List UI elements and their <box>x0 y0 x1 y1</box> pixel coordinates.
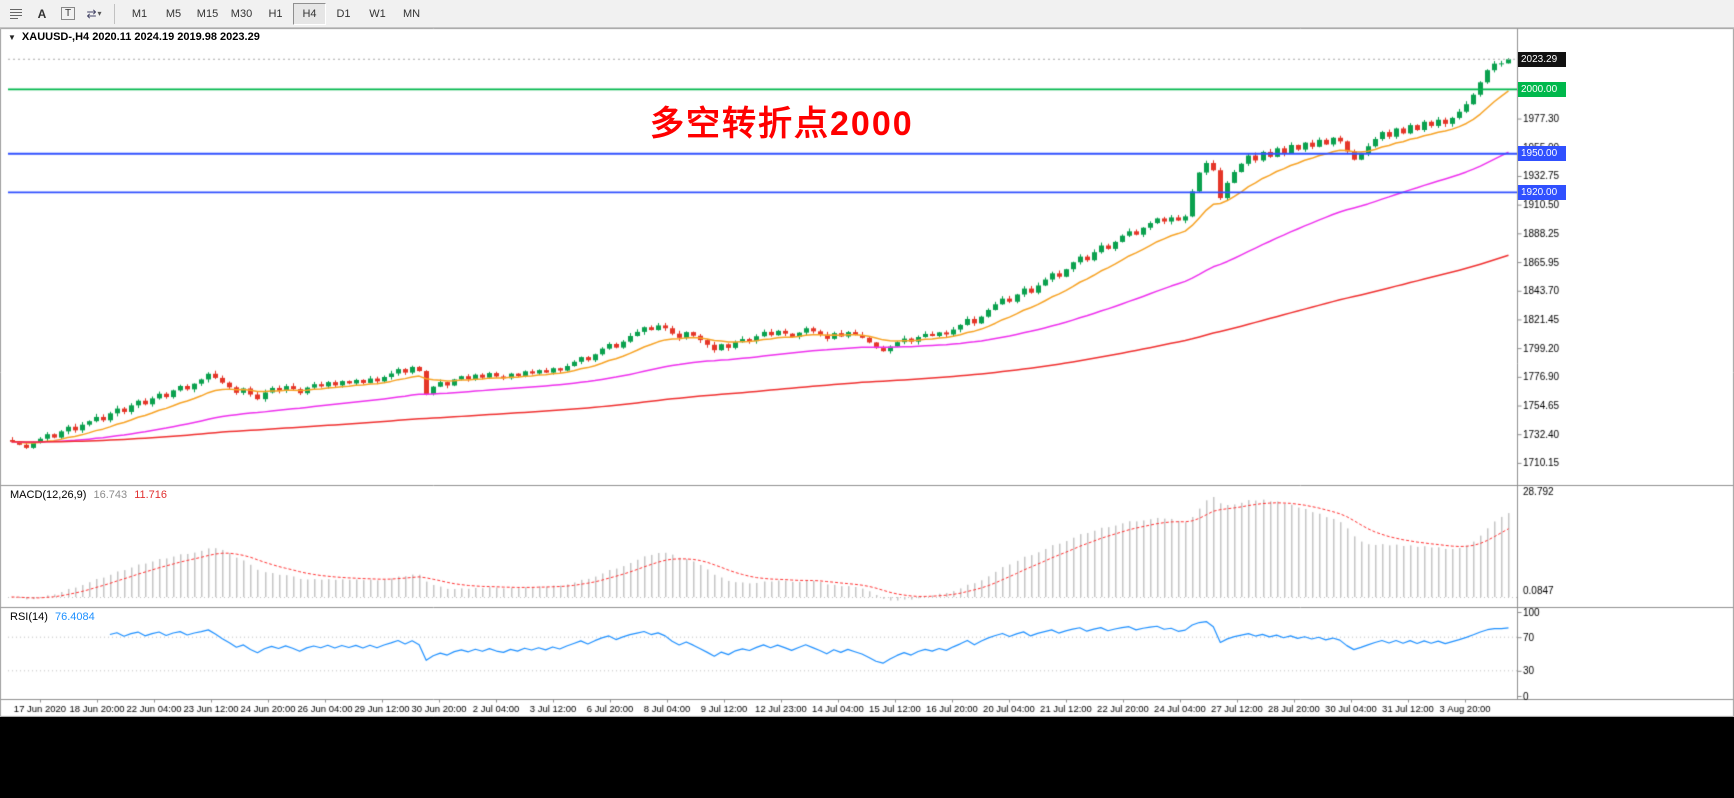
bottom-black-bar <box>0 717 1734 798</box>
macd-main-value: 16.743 <box>93 489 128 501</box>
rsi-value: 76.4084 <box>54 611 95 623</box>
grid-lines-icon <box>10 9 22 19</box>
timeframe-button-MN[interactable]: MN <box>402 7 421 20</box>
letter-a-label: A <box>37 6 47 21</box>
timeframe-button-M5[interactable]: M5 <box>165 7 182 20</box>
timeframe-button-M1[interactable]: M1 <box>131 7 148 20</box>
cycle-arrows-icon: ⇄ <box>86 6 97 21</box>
timeframe-group: M1 M5 M15 M30 H1 H4 D1 W1 MN <box>123 2 428 25</box>
letter-t-label: T <box>60 7 76 20</box>
text-box-tool-button[interactable]: T <box>56 2 80 25</box>
macd-signal-value: 11.716 <box>134 489 168 501</box>
chevron-down-icon: ▾ <box>97 9 102 18</box>
timeframe-button-W1[interactable]: W1 <box>369 7 386 20</box>
axis-badge-2000.00: 2000.00 <box>1518 81 1566 97</box>
timeframe-button-H1[interactable]: H1 <box>268 7 283 20</box>
rsi-label: RSI(14) 76.4084 <box>10 611 95 623</box>
timeframe-button-M30[interactable]: M30 <box>230 7 253 20</box>
chart-annotation-text[interactable]: 多空转折点2000 <box>650 105 914 143</box>
chart-title: ▼ XAUUSD-,H4 2020.11 2024.19 2019.98 202… <box>8 31 260 43</box>
chart-title-text: XAUUSD-,H4 2020.11 2024.19 2019.98 2023.… <box>21 31 260 43</box>
axis-badge-2023.29: 2023.29 <box>1518 51 1566 67</box>
timeframe-button-H4[interactable]: H4 <box>293 2 326 25</box>
macd-label: MACD(12,26,9) 16.743 11.716 <box>10 489 167 501</box>
axis-badge-1950.00: 1950.00 <box>1518 146 1566 162</box>
toolbar-separator <box>114 3 115 24</box>
symbol-dropdown-icon[interactable]: ▼ <box>8 32 16 42</box>
text-label-tool-button[interactable]: A <box>30 2 54 25</box>
toolbars-menu-button[interactable] <box>4 2 28 25</box>
macd-name: MACD(12,26,9) <box>10 489 87 501</box>
top-toolbar: A T ⇄ ▾ M1 M5 M15 M30 H1 H4 D1 W1 MN <box>0 0 1734 28</box>
timeframe-button-M15[interactable]: M15 <box>196 7 219 20</box>
timeframe-button-D1[interactable]: D1 <box>336 7 351 20</box>
rsi-name: RSI(14) <box>10 611 48 623</box>
price-chart-canvas[interactable] <box>0 28 1734 717</box>
axis-badge-1920.00: 1920.00 <box>1518 184 1566 200</box>
cycle-tool-button[interactable]: ⇄ ▾ <box>82 2 106 25</box>
